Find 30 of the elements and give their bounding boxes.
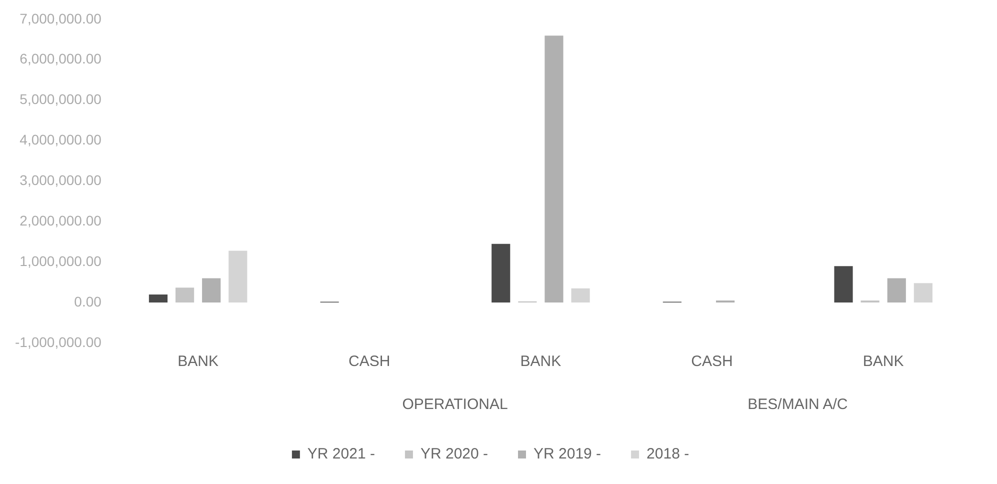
bar [492,244,510,303]
bar [887,278,906,303]
text: OPERATIONAL [402,396,508,414]
y-tick-label: 5,000,000.00 [20,91,102,108]
legend-label: YR 2021 - [307,446,375,463]
x-tick-label: BANK [520,353,562,370]
bar [544,36,564,303]
x-tick-label: CASH [348,353,390,370]
y-tick-label: 4,000,000.00 [20,132,102,148]
bar [228,250,248,303]
y-tick-label: 3,000,000.00 [20,172,102,188]
bar [175,288,194,303]
y-tick-label: 1,000,000.00 [20,252,102,269]
bar [571,288,590,303]
bar [148,294,168,303]
y-tick-label: 6,000,000.00 [20,50,102,67]
legend-label: YR 2019 - [534,446,602,463]
x-tick-label: CASH [691,353,733,370]
text: BES/MAIN A/C [748,396,848,414]
bar [834,266,853,303]
bar [202,278,221,303]
y-tick-label: 2,000,000.00 [20,212,102,229]
y-tick-label: 0.00 [74,293,102,310]
y-tick-label: 7,000,000.00 [20,10,102,26]
legend-label: 2018 - [646,446,690,463]
bar [914,283,932,303]
x-tick-label: BANK [862,353,904,370]
x-tick-label: BANK [178,353,218,370]
y-tick-label: -1,000,000.00 [15,334,102,350]
legend-label: YR 2020 - [420,446,488,463]
